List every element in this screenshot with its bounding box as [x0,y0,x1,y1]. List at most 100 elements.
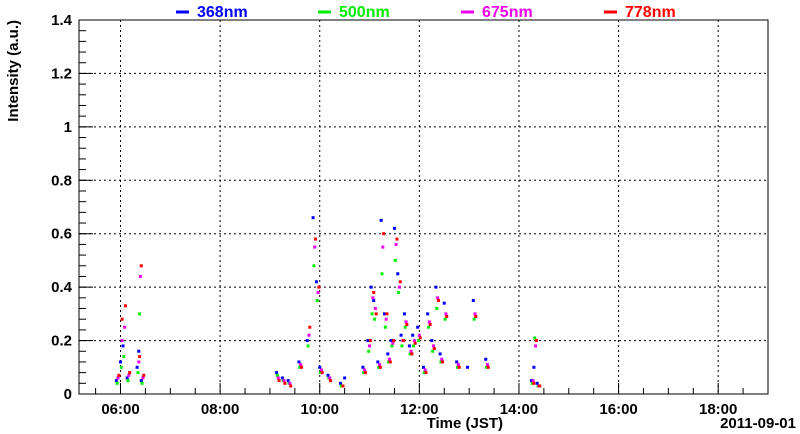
data-point-778nm [398,280,402,284]
data-point-675nm [456,363,460,367]
data-point-778nm [474,315,478,319]
data-point-778nm [372,290,376,294]
data-point-500nm [408,352,412,356]
data-point-500nm [373,317,377,321]
data-points [114,216,542,388]
data-point-500nm [426,325,430,329]
data-point-368nm [438,352,442,356]
data-point-368nm [135,365,139,369]
data-point-500nm [533,336,537,340]
data-point-778nm [445,315,449,319]
data-point-675nm [431,344,435,348]
data-point-368nm [389,339,393,343]
y-tick-label: 0.4 [51,279,73,296]
y-tick-label: 0.8 [51,172,72,189]
data-point-500nm [122,355,126,359]
y-tick-labels: 0 0.2 0.4 0.6 0.8 1 1.2 1.4 [51,12,73,403]
x-tick-label: 12:00 [400,401,438,418]
data-point-675nm [404,320,408,324]
data-point-500nm [412,344,416,348]
plot-frame [78,19,769,395]
data-point-368nm [326,373,330,377]
data-point-675nm [409,349,413,353]
y-tick-label: 0 [64,386,72,403]
data-point-778nm [405,323,409,327]
x-tick-label: 08:00 [201,401,239,418]
data-point-675nm [373,307,377,311]
data-point-778nm [424,371,428,375]
data-point-778nm [117,373,121,377]
data-point-778nm [317,285,321,289]
data-point-778nm [413,341,417,345]
data-point-675nm [138,274,142,278]
data-point-500nm [417,339,421,343]
data-point-778nm [532,381,536,385]
x-tick-label: 16:00 [599,401,637,418]
data-point-368nm [369,285,373,289]
data-point-778nm [382,232,386,236]
data-point-368nm [430,339,434,343]
data-point-368nm [311,216,315,220]
data-point-778nm [534,339,538,343]
data-point-368nm [396,272,400,276]
data-point-675nm [397,285,401,289]
data-point-500nm [387,360,391,364]
data-point-500nm [530,381,534,385]
data-point-675nm [276,376,280,380]
data-point-778nm [277,379,281,383]
data-point-675nm [316,290,320,294]
data-point-778nm [388,360,392,364]
data-point-500nm [403,325,407,329]
data-point-778nm [138,355,142,359]
data-point-500nm [136,371,140,375]
x-tick-label: 18:00 [699,401,737,418]
data-point-500nm [383,325,387,329]
y-axis-label: Intensity (a.u.) [5,20,22,122]
data-point-778nm [142,373,146,377]
data-point-778nm [486,365,490,369]
data-point-368nm [343,376,347,380]
data-point-368nm [426,312,430,316]
x-tick-label: 10:00 [301,401,339,418]
data-point-675nm [391,341,395,345]
data-point-368nm [119,360,123,364]
data-point-500nm [400,344,404,348]
data-point-500nm [138,312,142,316]
y-tick-label: 0.2 [51,333,72,350]
data-point-675nm [137,360,141,364]
data-point-778nm [283,381,287,385]
data-point-368nm [465,365,469,369]
data-point-675nm [123,325,127,329]
data-point-675nm [282,379,286,383]
data-point-500nm [306,344,310,348]
x-axis-label: Time (JST) [427,415,503,432]
data-point-500nm [370,312,374,316]
data-point-500nm [119,365,123,369]
data-point-778nm [289,384,293,388]
data-point-500nm [439,360,443,364]
data-point-500nm [115,381,119,385]
data-point-778nm [432,347,436,351]
data-point-500nm [431,349,435,353]
legend: 368nm 500nm 675nm 778nm [176,4,676,21]
data-point-675nm [440,357,444,361]
data-point-675nm [313,245,317,249]
data-point-368nm [314,280,318,284]
data-point-368nm [297,360,301,364]
data-point-778nm [341,384,345,388]
data-point-368nm [434,285,438,289]
data-point-368nm [535,381,539,385]
data-point-500nm [393,258,397,262]
data-point-675nm [531,379,535,383]
data-point-778nm [418,336,422,340]
data-point-778nm [441,360,445,364]
data-point-675nm [378,363,382,367]
x-tick-label: 06:00 [101,401,139,418]
data-point-368nm [366,339,370,343]
data-point-675nm [141,376,145,380]
data-point-500nm [319,371,323,375]
data-point-778nm [436,299,440,302]
data-point-778nm [395,237,399,241]
data-point-368nm [139,379,143,383]
